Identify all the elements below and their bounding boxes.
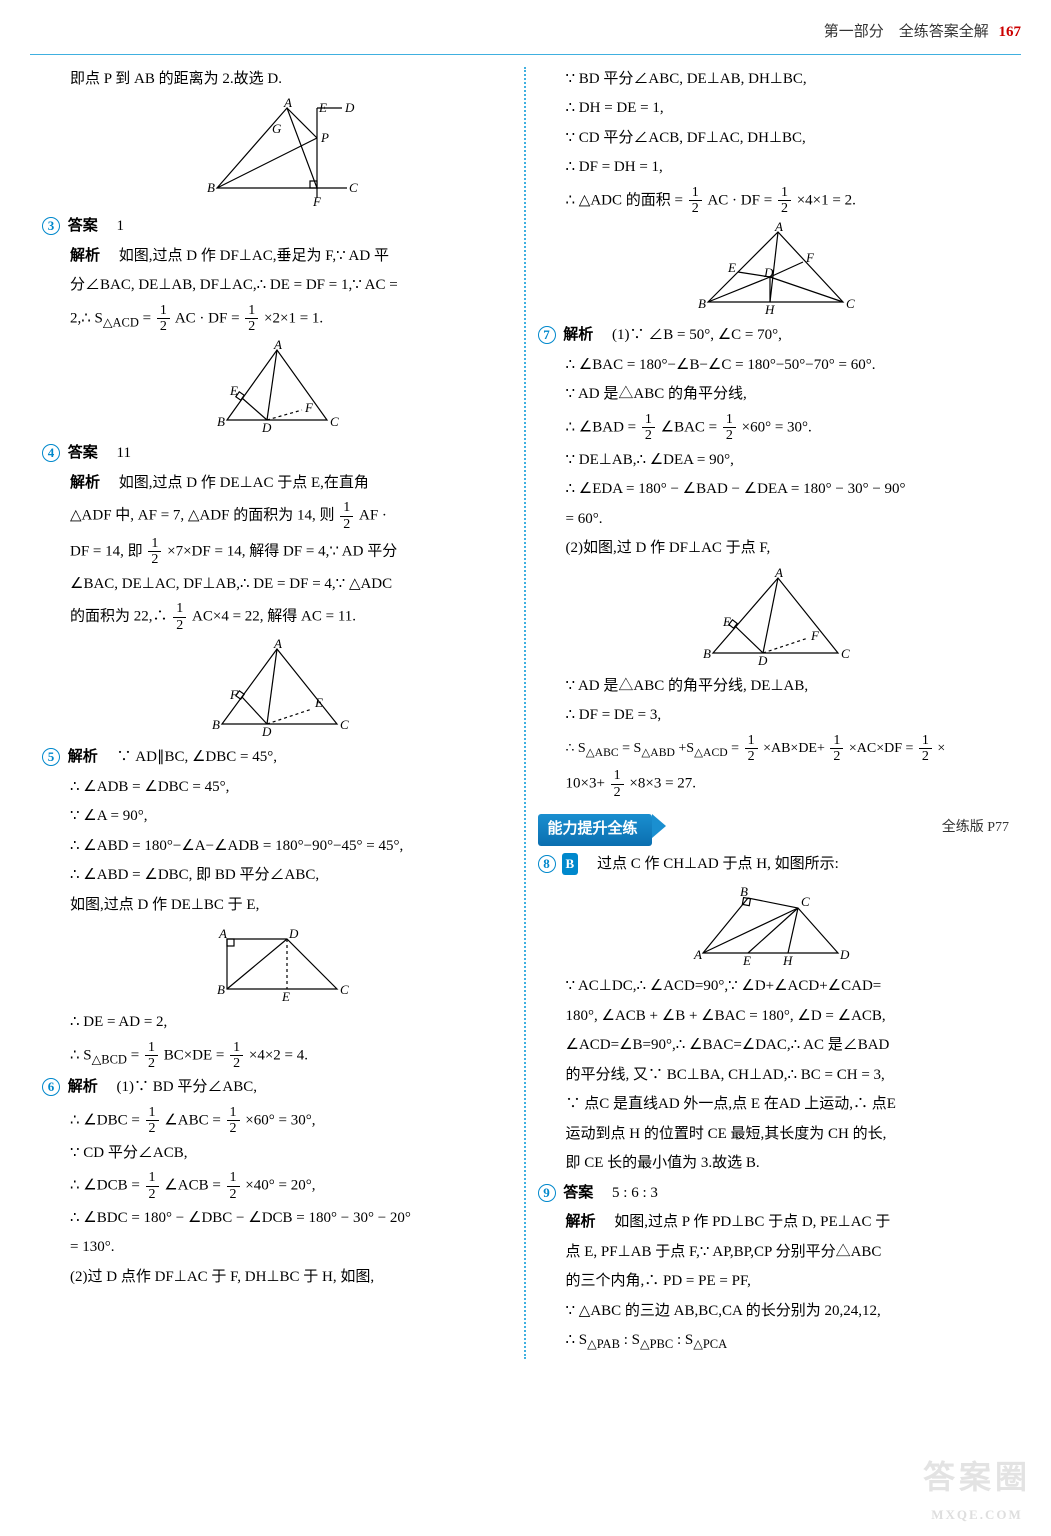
svg-text:C: C (340, 717, 349, 732)
line: 2,∴ S△ACD = 12 AC · DF = 12 ×2×1 = 1. (42, 303, 512, 335)
svg-text:E: E (281, 989, 290, 1004)
svg-text:A: A (693, 947, 702, 962)
figure-q6b: A E F D B H C (688, 222, 858, 317)
svg-text:F: F (229, 687, 239, 702)
svg-text:E: E (742, 953, 751, 968)
svg-text:E: E (727, 260, 736, 275)
svg-text:D: D (261, 724, 272, 739)
q8: 8B 过点 C 作 CH⊥AD 于点 H, 如图所示: (538, 852, 1010, 878)
line: 解析 如图,过点 D 作 DF⊥AC,垂足为 F,∵ AD 平 (42, 244, 512, 270)
content-columns: 即点 P 到 AB 的距离为 2.故选 D. AED GP BFC 3 答案 1… (30, 67, 1021, 1360)
svg-text:C: C (340, 982, 349, 997)
svg-text:B: B (217, 414, 225, 429)
svg-text:E: E (314, 695, 323, 710)
svg-text:D: D (763, 265, 774, 280)
q3: 3 答案 1 (42, 214, 512, 240)
svg-text:D: D (344, 100, 355, 115)
header-part: 第一部分 全练答案全解 (824, 24, 989, 40)
svg-text:D: D (757, 653, 768, 668)
svg-text:D: D (261, 420, 272, 435)
right-column: ∵ BD 平分∠ABC, DE⊥AB, DH⊥BC, ∴ DH = DE = 1… (526, 67, 1022, 1360)
svg-text:A: A (273, 639, 282, 651)
svg-text:H: H (764, 302, 775, 317)
line: 分∠BAC, DE⊥AB, DF⊥AC,∴ DE = DF = 1,∵ AC = (42, 273, 512, 299)
svg-text:B: B (740, 884, 748, 899)
figure-q7: A E F B D C (693, 568, 853, 668)
svg-text:D: D (839, 947, 850, 962)
svg-text:A: A (774, 568, 783, 580)
svg-text:C: C (349, 180, 358, 195)
svg-text:C: C (330, 414, 339, 429)
qnum: 3 (42, 217, 60, 235)
svg-text:A: A (218, 926, 227, 941)
svg-text:B: B (703, 646, 711, 661)
q9: 9 答案 5 : 6 : 3 (538, 1181, 1010, 1207)
section-ref: 全练版 P77 (942, 816, 1009, 840)
q6: 6 解析 (1)∵ BD 平分∠ABC, (42, 1075, 512, 1101)
svg-text:F: F (805, 250, 815, 265)
svg-text:A: A (273, 340, 282, 352)
svg-text:B: B (698, 296, 706, 311)
svg-text:F: F (810, 628, 820, 643)
figure-q3: A E F B D C (202, 340, 352, 435)
figure-q2: A E D G P B F C (187, 98, 367, 208)
line: 即点 P 到 AB 的距离为 2.故选 D. (42, 67, 512, 93)
page-number: 167 (999, 24, 1022, 40)
svg-text:B: B (212, 717, 220, 732)
figure-q8: B C A E H D (688, 883, 858, 968)
svg-text:C: C (841, 646, 850, 661)
q4: 4 答案 11 (42, 441, 512, 467)
svg-text:E: E (722, 614, 731, 629)
q5: 5 解析 ∵ AD∥BC, ∠DBC = 45°, (42, 745, 512, 771)
svg-text:H: H (782, 953, 793, 968)
svg-text:G: G (272, 121, 282, 136)
svg-text:B: B (217, 982, 225, 997)
svg-text:F: F (312, 194, 322, 208)
figure-q5: A D B E C (197, 924, 357, 1004)
left-column: 即点 P 到 AB 的距离为 2.故选 D. AED GP BFC 3 答案 1… (30, 67, 526, 1360)
section-row: 全练版 P77 能力提升全练 (538, 804, 1010, 852)
svg-text:C: C (846, 296, 855, 311)
svg-text:E: E (229, 383, 238, 398)
svg-text:C: C (801, 894, 810, 909)
qnum: 4 (42, 444, 60, 462)
figure-q4: A F E B D C (197, 639, 357, 739)
page-header: 第一部分 全练答案全解 167 (30, 20, 1021, 55)
svg-text:P: P (320, 130, 329, 145)
svg-text:A: A (283, 98, 292, 110)
watermark: 答案圈 MXQE.COM (923, 1450, 1031, 1526)
svg-text:F: F (304, 400, 314, 415)
q7: 7 解析 (1)∵ ∠B = 50°, ∠C = 70°, (538, 323, 1010, 349)
svg-text:B: B (207, 180, 215, 195)
svg-text:D: D (288, 926, 299, 941)
svg-text:E: E (318, 100, 327, 115)
ans: 1 (117, 218, 125, 234)
section-badge: 能力提升全练 (538, 814, 652, 846)
svg-text:A: A (774, 222, 783, 234)
ans-label: 答案 (68, 218, 98, 234)
